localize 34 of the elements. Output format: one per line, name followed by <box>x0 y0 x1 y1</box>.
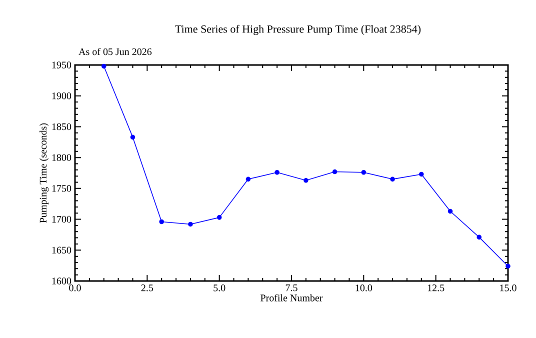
x-tick-label: 5.0 <box>214 284 226 292</box>
y-tick-label: 1900 <box>52 92 72 100</box>
point <box>361 170 366 175</box>
point <box>188 222 193 227</box>
y-tick-label: 1850 <box>52 123 72 130</box>
x-tick-label: 15.0 <box>500 284 516 292</box>
y-tick-label: 1800 <box>52 154 72 161</box>
point <box>274 170 280 175</box>
y-tick-label: 1700 <box>52 216 72 223</box>
y-tick-label: 1750 <box>52 185 72 192</box>
point <box>304 178 308 183</box>
point <box>159 219 164 224</box>
x-axis-title: Profile Number <box>260 294 323 302</box>
x-tick-label: 7.5 <box>286 284 298 292</box>
point <box>390 176 395 182</box>
y-tick-label: 1650 <box>52 246 72 254</box>
x-tick-label: 10.0 <box>356 284 372 292</box>
point <box>448 208 453 214</box>
chart-title: Time Series of High Pressure Pump Time (Float 23854) <box>175 24 421 36</box>
point <box>130 134 136 140</box>
y-tick-label: 1600 <box>52 278 72 284</box>
point <box>506 264 510 269</box>
x-tick-label: 2.5 <box>141 284 154 292</box>
point <box>246 176 251 182</box>
chart-subtitle: As of 05 Jun 2026 <box>78 48 152 56</box>
y-tick-label: 1950 <box>52 62 72 68</box>
x-tick-label: 12.5 <box>428 284 444 292</box>
point <box>101 64 106 69</box>
y-axis-title: Pumping Time (seconds) <box>39 123 49 223</box>
point <box>216 215 222 220</box>
point <box>476 234 482 240</box>
point <box>419 172 424 177</box>
x-tick-label: 0.0 <box>69 284 81 292</box>
point <box>332 169 338 174</box>
